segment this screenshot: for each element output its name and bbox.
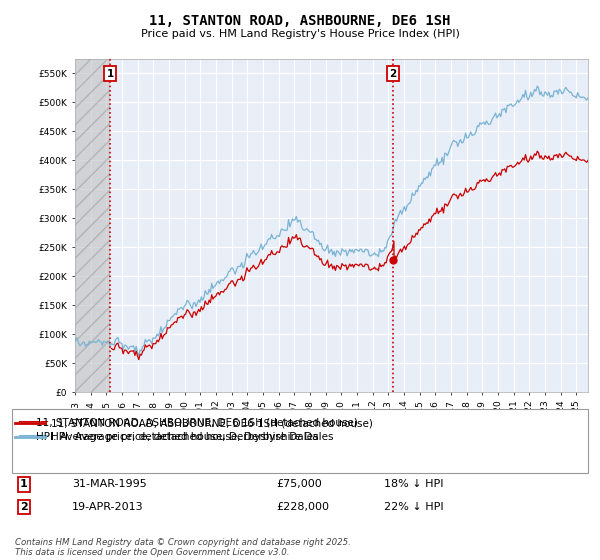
Text: 1: 1 [20,479,28,489]
Text: Price paid vs. HM Land Registry's House Price Index (HPI): Price paid vs. HM Land Registry's House … [140,29,460,39]
11, STANTON ROAD, ASHBOURNE, DE6 1SH (detached house) [135,356,142,363]
Line: 11, STANTON ROAD, ASHBOURNE, DE6 1SH (detached house): 11, STANTON ROAD, ASHBOURNE, DE6 1SH (de… [112,151,588,360]
Text: 11, STANTON ROAD, ASHBOURNE, DE6 1SH (detached house): 11, STANTON ROAD, ASHBOURNE, DE6 1SH (de… [36,418,358,428]
Text: 11, STANTON ROAD, ASHBOURNE, DE6 1SH (detached house): 11, STANTON ROAD, ASHBOURNE, DE6 1SH (de… [51,418,373,428]
Text: HPI: Average price, detached house, Derbyshire Dales: HPI: Average price, detached house, Derb… [51,432,334,442]
11, STANTON ROAD, ASHBOURNE, DE6 1SH (detached house) [496,170,503,176]
Text: 31-MAR-1995: 31-MAR-1995 [72,479,147,489]
HPI: Average price, detached house, Derbyshire Dales: (2.02e+03, 5.07e+05): Average price, detached house, Derbyshir… [518,95,525,102]
Bar [110,59,588,392]
11, STANTON ROAD, ASHBOURNE, DE6 1SH (detached house) [178,313,185,320]
11, STANTON ROAD, ASHBOURNE, DE6 1SH (detached house) [584,157,592,164]
HPI: Average price, detached house, Derbyshire Dales: (1.99e+03, 8.88e+04): Average price, detached house, Derbyshir… [71,337,79,344]
Text: £228,000: £228,000 [276,502,329,512]
11, STANTON ROAD, ASHBOURNE, DE6 1SH (detached house) [243,264,250,271]
Text: HPI: Average price, detached house, Derbyshire Dales: HPI: Average price, detached house, Derb… [36,432,319,442]
11, STANTON ROAD, ASHBOURNE, DE6 1SH (detached house) [427,218,434,225]
Text: 2: 2 [389,69,397,79]
Text: 22% ↓ HPI: 22% ↓ HPI [384,502,443,512]
Bar [75,59,110,392]
HPI: Average price, detached house, Derbyshire Dales: (2.03e+03, 5.08e+05): Average price, detached house, Derbyshir… [584,94,592,101]
11, STANTON ROAD, ASHBOURNE, DE6 1SH (detached house) [533,148,541,155]
Text: 1: 1 [107,69,114,79]
HPI: Average price, detached house, Derbyshire Dales: (2.02e+03, 4.65e+05): Average price, detached house, Derbyshir… [476,119,484,126]
Text: £75,000: £75,000 [276,479,322,489]
Text: ────: ──── [18,430,48,444]
11, STANTON ROAD, ASHBOURNE, DE6 1SH (detached house) [145,343,152,349]
Line: HPI: Average price, detached house, Derbyshire Dales: HPI: Average price, detached house, Derb… [75,86,588,356]
11, STANTON ROAD, ASHBOURNE, DE6 1SH (detached house) [134,353,141,360]
Text: 18% ↓ HPI: 18% ↓ HPI [384,479,443,489]
Text: ────: ──── [18,416,48,430]
HPI: Average price, detached house, Derbyshire Dales: (2.01e+03, 2.85e+05): Average price, detached house, Derbyshir… [298,223,305,230]
HPI: Average price, detached house, Derbyshire Dales: (2.01e+03, 2.45e+05): Average price, detached house, Derbyshir… [320,247,327,254]
Text: 11, STANTON ROAD, ASHBOURNE, DE6 1SH: 11, STANTON ROAD, ASHBOURNE, DE6 1SH [149,14,451,28]
11, STANTON ROAD, ASHBOURNE, DE6 1SH (detached house) [108,345,115,352]
HPI: Average price, detached house, Derbyshire Dales: (2e+03, 1.13e+05): Average price, detached house, Derbyshir… [157,323,164,330]
Text: 2: 2 [20,502,28,512]
HPI: Average price, detached house, Derbyshire Dales: (1.99e+03, 8.76e+04): Average price, detached house, Derbyshir… [86,338,93,344]
Text: Contains HM Land Registry data © Crown copyright and database right 2025.
This d: Contains HM Land Registry data © Crown c… [15,538,351,557]
HPI: Average price, detached house, Derbyshire Dales: (2.02e+03, 5.28e+05): Average price, detached house, Derbyshir… [533,83,541,90]
Text: 19-APR-2013: 19-APR-2013 [72,502,143,512]
HPI: Average price, detached house, Derbyshire Dales: (2e+03, 6.22e+04): Average price, detached house, Derbyshir… [135,353,142,360]
